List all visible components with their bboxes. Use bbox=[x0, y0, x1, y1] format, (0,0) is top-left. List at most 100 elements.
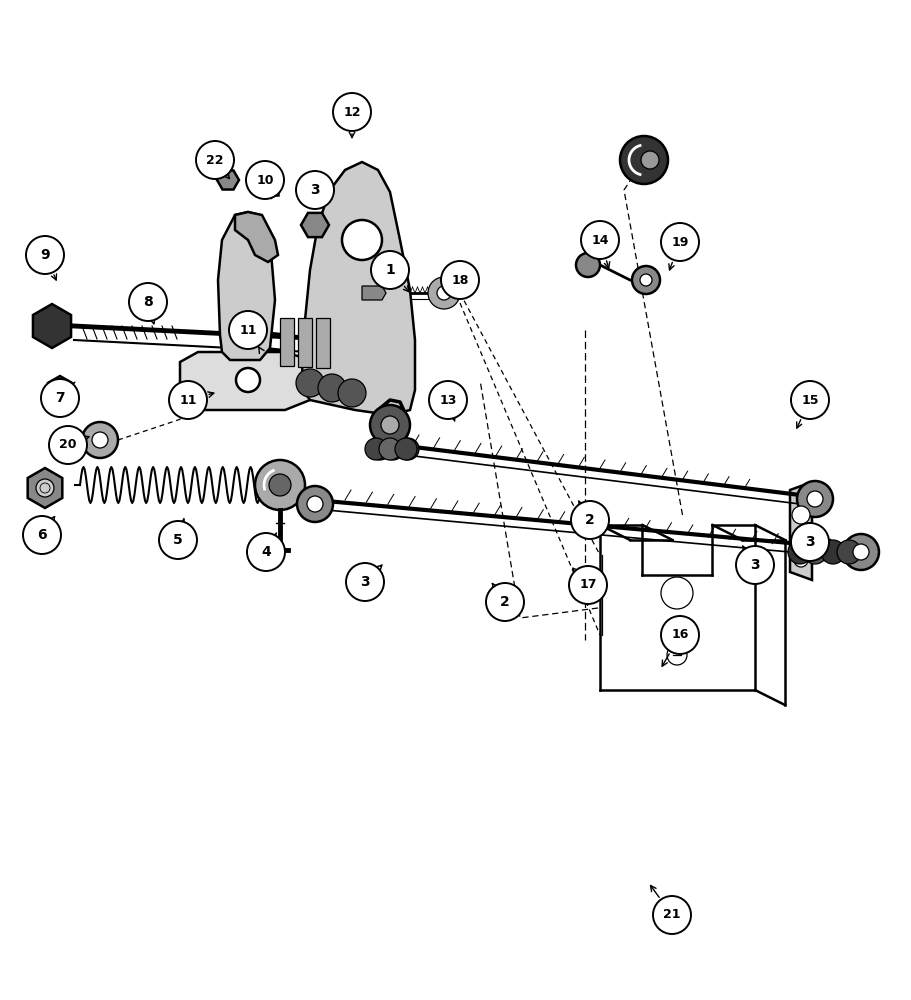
Text: 11: 11 bbox=[179, 393, 197, 406]
Text: 2: 2 bbox=[499, 595, 509, 609]
Polygon shape bbox=[302, 162, 415, 415]
Polygon shape bbox=[218, 212, 275, 360]
Text: 2: 2 bbox=[585, 513, 594, 527]
Circle shape bbox=[369, 438, 391, 460]
Circle shape bbox=[796, 481, 832, 517]
Polygon shape bbox=[27, 468, 62, 508]
Circle shape bbox=[196, 141, 234, 179]
Text: 8: 8 bbox=[143, 295, 153, 309]
Circle shape bbox=[246, 161, 283, 199]
Polygon shape bbox=[261, 180, 278, 195]
Text: 22: 22 bbox=[206, 153, 223, 166]
Circle shape bbox=[169, 381, 207, 419]
Circle shape bbox=[793, 553, 807, 567]
Polygon shape bbox=[362, 286, 385, 300]
Circle shape bbox=[297, 486, 333, 522]
Circle shape bbox=[307, 496, 322, 512]
Text: 10: 10 bbox=[256, 174, 273, 186]
Circle shape bbox=[342, 220, 382, 260]
Circle shape bbox=[318, 374, 345, 402]
Text: 19: 19 bbox=[670, 235, 688, 248]
Circle shape bbox=[790, 523, 828, 561]
Text: 3: 3 bbox=[360, 575, 369, 589]
Circle shape bbox=[842, 534, 878, 570]
Text: 3: 3 bbox=[804, 535, 814, 549]
Text: 4: 4 bbox=[261, 545, 271, 559]
Circle shape bbox=[660, 616, 698, 654]
Circle shape bbox=[836, 540, 860, 564]
Circle shape bbox=[806, 491, 822, 507]
Circle shape bbox=[852, 544, 868, 560]
Circle shape bbox=[255, 460, 304, 510]
Text: 18: 18 bbox=[451, 273, 468, 286]
Circle shape bbox=[436, 286, 451, 300]
Circle shape bbox=[441, 261, 478, 299]
Polygon shape bbox=[235, 212, 278, 262]
Circle shape bbox=[41, 379, 79, 417]
Circle shape bbox=[576, 253, 599, 277]
Circle shape bbox=[640, 151, 659, 169]
Circle shape bbox=[296, 369, 323, 397]
Text: 21: 21 bbox=[662, 908, 680, 922]
Circle shape bbox=[36, 479, 54, 497]
Circle shape bbox=[631, 266, 660, 294]
Circle shape bbox=[370, 405, 410, 445]
Text: 15: 15 bbox=[801, 393, 818, 406]
Circle shape bbox=[159, 521, 197, 559]
Circle shape bbox=[128, 283, 167, 321]
Circle shape bbox=[570, 501, 609, 539]
Polygon shape bbox=[280, 318, 293, 366]
Text: 12: 12 bbox=[343, 105, 361, 118]
Circle shape bbox=[247, 533, 284, 571]
Text: 9: 9 bbox=[40, 248, 50, 262]
Circle shape bbox=[820, 540, 844, 564]
Circle shape bbox=[640, 274, 651, 286]
Circle shape bbox=[345, 563, 384, 601]
Circle shape bbox=[364, 438, 386, 460]
Circle shape bbox=[394, 438, 416, 460]
Text: 17: 17 bbox=[578, 578, 596, 591]
Circle shape bbox=[92, 432, 107, 448]
Text: 7: 7 bbox=[56, 391, 65, 405]
Circle shape bbox=[236, 368, 260, 392]
Circle shape bbox=[49, 426, 87, 464]
Text: 3: 3 bbox=[310, 183, 320, 197]
Circle shape bbox=[26, 236, 64, 274]
Polygon shape bbox=[315, 318, 330, 368]
Text: 3: 3 bbox=[750, 558, 759, 572]
Circle shape bbox=[660, 223, 698, 261]
Polygon shape bbox=[47, 376, 72, 404]
Circle shape bbox=[371, 251, 408, 289]
Text: 1: 1 bbox=[384, 263, 394, 277]
Circle shape bbox=[735, 546, 773, 584]
Circle shape bbox=[82, 422, 118, 458]
Text: 20: 20 bbox=[59, 438, 77, 452]
Text: 5: 5 bbox=[173, 533, 183, 547]
Polygon shape bbox=[217, 170, 239, 190]
Circle shape bbox=[486, 583, 524, 621]
Circle shape bbox=[802, 540, 826, 564]
Text: 16: 16 bbox=[670, 629, 688, 642]
Polygon shape bbox=[298, 318, 312, 367]
Circle shape bbox=[296, 171, 333, 209]
Circle shape bbox=[580, 221, 619, 259]
Circle shape bbox=[229, 311, 267, 349]
Text: 14: 14 bbox=[590, 233, 608, 246]
Polygon shape bbox=[789, 482, 829, 580]
Circle shape bbox=[269, 474, 291, 496]
Text: 6: 6 bbox=[37, 528, 46, 542]
Polygon shape bbox=[33, 304, 71, 348]
Circle shape bbox=[427, 277, 459, 309]
Circle shape bbox=[338, 379, 365, 407]
Polygon shape bbox=[301, 213, 329, 237]
Circle shape bbox=[787, 540, 811, 564]
Circle shape bbox=[333, 93, 371, 131]
Circle shape bbox=[428, 381, 466, 419]
Text: 11: 11 bbox=[239, 324, 257, 336]
Circle shape bbox=[568, 566, 607, 604]
Circle shape bbox=[381, 416, 398, 434]
Circle shape bbox=[379, 438, 401, 460]
Circle shape bbox=[791, 506, 809, 524]
Circle shape bbox=[619, 136, 667, 184]
Polygon shape bbox=[179, 352, 310, 410]
